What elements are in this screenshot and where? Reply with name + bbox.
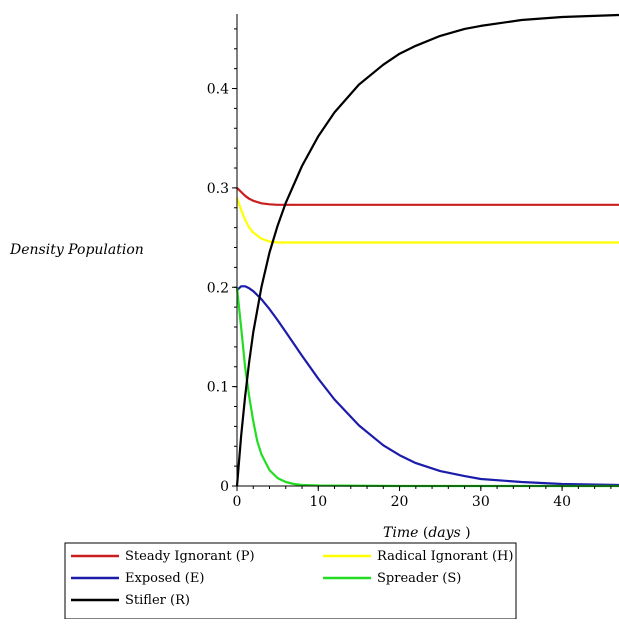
y-tick-label: 0.3 <box>207 181 229 197</box>
labels-layer: Density Population Time (days ) <box>9 242 471 541</box>
series-line-stifler-r <box>235 13 619 487</box>
x-tick-label: 0 <box>233 494 242 510</box>
series-line-steady-ignorant-p <box>236 187 619 206</box>
x-axis-unit-open: ( <box>418 525 428 541</box>
legend-label: Spreader (S) <box>377 571 461 586</box>
x-axis-title: Time (days ) <box>383 525 471 541</box>
legend: Steady Ignorant (P) Radical Ignorant (H) E… <box>64 542 517 620</box>
x-tick-label: 10 <box>309 494 327 510</box>
series-line-spreader-s <box>235 287 619 488</box>
x-axis-title-unit: days <box>428 525 460 541</box>
y-axis-title: Density Population <box>9 242 144 258</box>
x-tick-label: 30 <box>472 494 490 510</box>
y-tick-label: 0.4 <box>207 82 229 98</box>
series-layer <box>235 13 619 488</box>
legend-label: Exposed (E) <box>125 571 204 586</box>
x-tick-label: 40 <box>553 494 571 510</box>
series-line-exposed-e <box>236 285 619 487</box>
legend-label: Steady Ignorant (P) <box>125 549 255 564</box>
y-tick-label: 0.1 <box>207 380 229 396</box>
legend-box <box>64 542 517 620</box>
legend-label: Radical Ignorant (H) <box>377 549 513 564</box>
legend-label: Stifler (R) <box>125 593 190 608</box>
x-axis-unit-close: ) <box>461 525 471 541</box>
y-tick-label: 0 <box>220 479 229 495</box>
axes-layer: 0 0.1 0.2 0.3 0.4 0 10 20 30 40 <box>207 14 619 510</box>
x-axis-title-main: Time <box>383 525 418 541</box>
y-tick-label: 0.2 <box>207 280 229 296</box>
x-tick-label: 20 <box>391 494 409 510</box>
